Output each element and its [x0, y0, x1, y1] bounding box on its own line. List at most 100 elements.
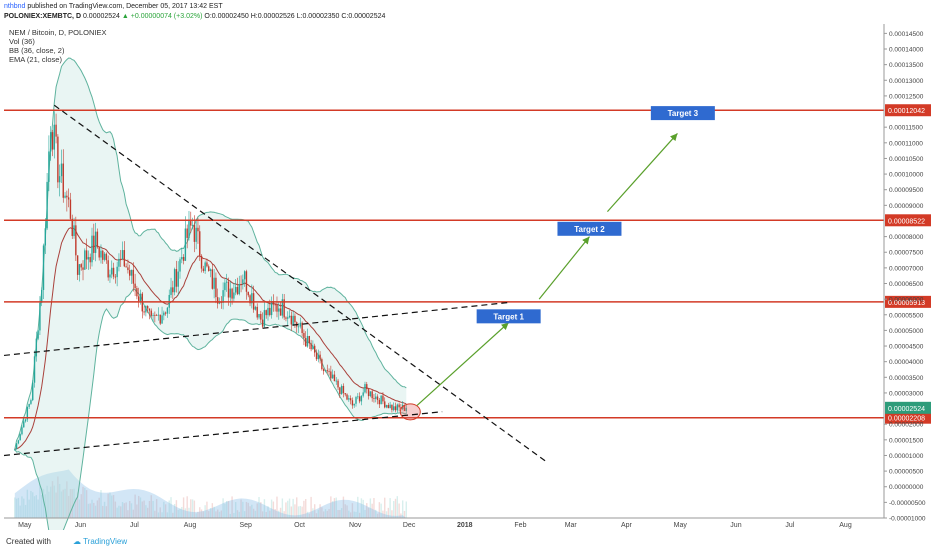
candle-body	[17, 440, 20, 444]
candle-body	[351, 400, 354, 406]
volume-bar	[272, 501, 275, 518]
volume-bar	[353, 511, 355, 518]
candle-body	[80, 264, 82, 268]
volume-bar	[155, 499, 158, 518]
volume-bar	[17, 497, 20, 518]
candle-body	[51, 132, 54, 150]
price-tick-label: 0.00002000	[889, 422, 924, 429]
volume-bar	[105, 506, 108, 518]
volume-bar	[141, 501, 143, 518]
volume-bar	[204, 505, 206, 518]
candle-body	[42, 245, 45, 290]
projection-arrow	[416, 322, 510, 406]
price-tick-label: 0.00011500	[889, 125, 923, 132]
volume-bar	[71, 489, 73, 518]
candle-body	[23, 421, 25, 428]
candle-body	[107, 260, 109, 278]
time-tick-label: Feb	[514, 522, 526, 529]
tradingview-logo[interactable]: ☁ TradingView	[73, 537, 128, 546]
candle-body	[145, 306, 147, 313]
username-link[interactable]: nthbnd	[4, 3, 26, 10]
volume-bar	[335, 497, 337, 518]
time-tick-label: 2018	[457, 522, 473, 529]
volume-bar	[208, 511, 210, 518]
candle-body	[57, 136, 59, 183]
candle-body	[163, 312, 165, 316]
candle-body	[28, 403, 30, 407]
volume-bar	[371, 503, 373, 518]
candle-body	[132, 269, 135, 284]
price-tick-label: 0.00007500	[889, 250, 924, 257]
candle-body	[177, 271, 179, 287]
time-tick-label: Jul	[130, 522, 139, 529]
candle-body	[66, 195, 68, 198]
volume-bar	[37, 499, 39, 518]
candle-body	[369, 391, 372, 397]
volume-bar	[263, 499, 266, 518]
candle-body	[60, 163, 63, 177]
level-price-label: 0.00005913	[888, 300, 925, 307]
volume-bar	[150, 495, 152, 518]
volume-bar	[55, 492, 57, 518]
volume-bar	[240, 499, 242, 518]
candle-body	[389, 404, 391, 409]
candle-body	[396, 404, 399, 411]
volume-bar	[382, 510, 384, 518]
candle-body	[240, 283, 242, 285]
volume-bar	[346, 505, 348, 518]
indicator-bb[interactable]: BB (36, close, 2)	[9, 46, 65, 55]
price-tick-label: -0.00001000	[889, 516, 926, 523]
volume-bar	[375, 509, 377, 518]
candle-body	[19, 434, 21, 441]
volume-bar	[85, 490, 88, 518]
volume-bar	[222, 498, 224, 518]
candle-body	[118, 258, 120, 267]
candle-body	[238, 283, 240, 295]
target-label: Target 3	[668, 109, 699, 118]
candle-body	[339, 387, 341, 395]
volume-bar	[387, 507, 390, 518]
candle-body	[324, 370, 327, 372]
price-chart[interactable]: 0.00012042 0.00008522 0.00005913 0.00002208…	[0, 0, 932, 530]
candle-body	[236, 286, 239, 295]
candle-body	[346, 394, 348, 400]
volume-bar	[267, 506, 269, 518]
candle-body	[391, 404, 393, 410]
candle-body	[73, 225, 75, 236]
volume-bar	[33, 496, 36, 518]
volume-bar	[339, 509, 341, 518]
volume-bar	[373, 497, 375, 518]
price-tick-label: 0.00012500	[889, 93, 924, 100]
candle-body	[41, 289, 43, 303]
indicator-ema[interactable]: EMA (21, close)	[9, 55, 62, 64]
price-tick-label: 0.00010000	[889, 172, 924, 179]
candle-body	[281, 299, 284, 316]
volume-bar	[84, 487, 86, 518]
price-tick-label: 0.00003000	[889, 390, 924, 397]
candle-body	[84, 250, 86, 270]
indicator-vol[interactable]: Vol (36)	[9, 37, 35, 46]
candle-body	[229, 288, 231, 298]
volume-bar	[231, 496, 233, 518]
level-price-label: 0.00012042	[888, 108, 925, 115]
volume-bar	[164, 504, 167, 518]
volume-bar	[118, 505, 120, 518]
candle-body	[148, 308, 151, 311]
volume-bar	[116, 507, 118, 518]
candle-body	[322, 369, 325, 372]
candle-body	[102, 250, 104, 260]
volume-bar	[317, 509, 319, 518]
candle-body	[394, 406, 397, 411]
volume-bar	[251, 504, 253, 518]
time-tick-label: Jun	[730, 522, 741, 529]
volume-bar	[206, 501, 208, 518]
candle-body	[58, 176, 61, 183]
volume-bar	[107, 493, 109, 518]
candle-body	[249, 295, 251, 304]
symbol-line: POLONIEX:XEMBTC, D 0.00002524 ▲ +0.00000…	[4, 13, 385, 20]
volume-bar	[103, 501, 106, 518]
volume-bar	[82, 486, 84, 518]
candle-body	[384, 401, 386, 408]
volume-bar	[181, 507, 183, 518]
volume-bar	[123, 503, 126, 518]
